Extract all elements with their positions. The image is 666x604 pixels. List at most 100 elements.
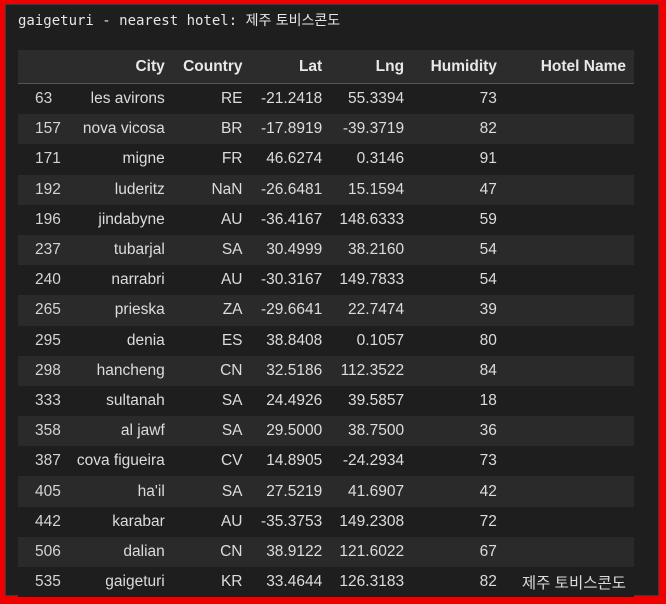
cell-hotel [504, 416, 634, 447]
cell-humidity: 59 [412, 204, 505, 235]
cell-index: 333 [18, 385, 69, 417]
table-row: 506 dalian CN 38.9122 121.6022 67 [18, 536, 634, 567]
cell-city: nova vicosa [68, 114, 173, 145]
cell-country: CV [172, 446, 251, 477]
cell-index: 295 [18, 325, 69, 356]
table-row: 442 karabar AU -35.3753 149.2308 72 [18, 506, 634, 537]
column-header: Lat [250, 50, 331, 84]
output-prefix: gaigeturi - nearest hotel: [18, 13, 246, 29]
cell-humidity: 67 [412, 536, 505, 567]
cell-humidity: 39 [412, 295, 505, 326]
cell-lng: 38.2160 [330, 234, 413, 266]
cell-index: 196 [18, 204, 69, 235]
cell-city: hancheng [68, 355, 173, 386]
cell-lat: 46.6274 [250, 144, 331, 175]
cell-hotel [504, 325, 634, 356]
cell-lat: -21.2418 [250, 83, 331, 115]
cell-index: 237 [18, 234, 69, 266]
cell-city: ha'il [68, 476, 173, 507]
cell-lat: -36.4167 [250, 204, 331, 235]
cell-country: BR [172, 114, 251, 145]
cell-lat: 30.4999 [250, 234, 331, 266]
cell-lng: 15.1594 [330, 174, 413, 205]
cell-lat: 33.4644 [250, 567, 331, 598]
cell-lng: 148.6333 [330, 204, 413, 235]
header-row: City Country Lat Lng Humidity Hotel Name [18, 50, 634, 84]
cell-city: cova figueira [68, 446, 173, 477]
cell-country: ZA [172, 295, 251, 326]
cell-hotel [504, 506, 634, 537]
cell-city: luderitz [68, 174, 173, 205]
cell-lat: -29.6641 [250, 295, 331, 326]
cell-hotel [504, 446, 634, 477]
table-row: 265 prieska ZA -29.6641 22.7474 39 [18, 295, 634, 326]
cell-lat: -30.3167 [250, 265, 331, 296]
cell-index: 240 [18, 265, 69, 296]
cell-lat: 32.5186 [250, 355, 331, 386]
cell-lat: -17.8919 [250, 114, 331, 145]
cell-lat: -26.6481 [250, 174, 331, 205]
cell-lng: 0.3146 [330, 144, 413, 175]
cell-index: 405 [18, 476, 69, 507]
cell-city: sultanah [68, 385, 173, 417]
cell-hotel [504, 476, 634, 507]
cell-country: AU [172, 204, 251, 235]
cell-country: SA [172, 385, 251, 417]
cell-index: 157 [18, 114, 69, 145]
cell-country: CN [172, 355, 251, 386]
cell-lng: 22.7474 [330, 295, 413, 326]
cell-humidity: 42 [412, 476, 505, 507]
table-row: 405 ha'il SA 27.5219 41.6907 42 [18, 476, 634, 507]
table-row: 192 luderitz NaN -26.6481 15.1594 47 [18, 174, 634, 205]
cell-humidity: 80 [412, 325, 505, 356]
cell-humidity: 73 [412, 83, 505, 115]
cell-humidity: 84 [412, 355, 505, 386]
cell-hotel [504, 265, 634, 296]
table-row: 240 narrabri AU -30.3167 149.7833 54 [18, 265, 634, 296]
cell-humidity: 47 [412, 174, 505, 205]
cell-humidity: 82 [412, 567, 505, 598]
cell-country: CN [172, 536, 251, 567]
column-header: Lng [330, 50, 413, 84]
cell-hotel [504, 295, 634, 326]
cell-lat: 27.5219 [250, 476, 331, 507]
cell-lng: -39.3719 [330, 114, 413, 145]
table-row: 535 gaigeturi KR 33.4644 126.3183 82 제주 토비스콘도 [18, 567, 634, 598]
cell-index: 387 [18, 446, 69, 477]
cell-city: gaigeturi [68, 567, 173, 598]
cell-lat: 38.8408 [250, 325, 331, 356]
cell-hotel [504, 144, 634, 175]
cell-humidity: 18 [412, 385, 505, 417]
cell-country: RE [172, 83, 251, 115]
cell-city: migne [68, 144, 173, 175]
cell-country: SA [172, 416, 251, 447]
cell-city: dalian [68, 536, 173, 567]
cell-lng: 39.5857 [330, 385, 413, 417]
cell-lng: 0.1057 [330, 325, 413, 356]
cell-hotel [504, 234, 634, 266]
cell-lng: 38.7500 [330, 416, 413, 447]
table-row: 196 jindabyne AU -36.4167 148.6333 59 [18, 204, 634, 235]
cell-country: KR [172, 567, 251, 598]
table-row: 171 migne FR 46.6274 0.3146 91 [18, 144, 634, 175]
cell-city: tubarjal [68, 234, 173, 266]
cell-humidity: 73 [412, 446, 505, 477]
cell-lng: -24.2934 [330, 446, 413, 477]
table-body: 63 les avirons RE -21.2418 55.3394 73 157 nova … [18, 83, 634, 598]
notebook-output-cell: gaigeturi - nearest hotel: 제주 토비스콘도 City… [5, 4, 659, 598]
cell-humidity: 54 [412, 265, 505, 296]
column-header [18, 50, 69, 84]
cell-lat: -35.3753 [250, 506, 331, 537]
column-header: Hotel Name [504, 50, 634, 84]
cell-country: ES [172, 325, 251, 356]
cell-city: karabar [68, 506, 173, 537]
table-row: 157 nova vicosa BR -17.8919 -39.3719 82 [18, 114, 634, 145]
cell-index: 298 [18, 355, 69, 386]
dataframe-table: City Country Lat Lng Humidity Hotel Name 63 le… [18, 50, 634, 598]
cell-lng: 41.6907 [330, 476, 413, 507]
cell-lng: 149.2308 [330, 506, 413, 537]
cell-humidity: 54 [412, 234, 505, 266]
cell-city: les avirons [68, 83, 173, 115]
table-row: 333 sultanah SA 24.4926 39.5857 18 [18, 385, 634, 417]
cell-city: denia [68, 325, 173, 356]
